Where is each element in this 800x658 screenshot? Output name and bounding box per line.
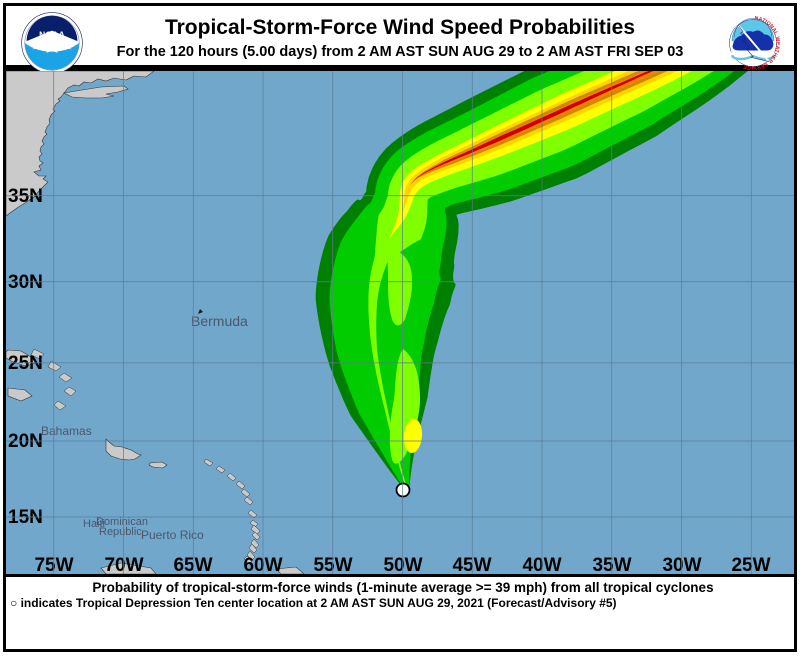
svg-text:Republic: Republic — [99, 526, 142, 538]
svg-text:25N: 25N — [8, 353, 43, 374]
svg-text:35N: 35N — [8, 186, 43, 207]
svg-text:70W: 70W — [104, 555, 143, 574]
svg-text:50W: 50W — [383, 555, 422, 574]
svg-text:15N: 15N — [8, 507, 43, 528]
svg-text:NOAA: NOAA — [39, 29, 65, 39]
svg-text:30N: 30N — [8, 272, 43, 293]
svg-text:Bahamas: Bahamas — [41, 424, 92, 438]
svg-text:20N: 20N — [8, 431, 43, 452]
svg-text:Puerto Rico: Puerto Rico — [141, 528, 204, 542]
svg-text:Bermuda: Bermuda — [191, 313, 248, 329]
svg-text:30W: 30W — [662, 555, 701, 574]
